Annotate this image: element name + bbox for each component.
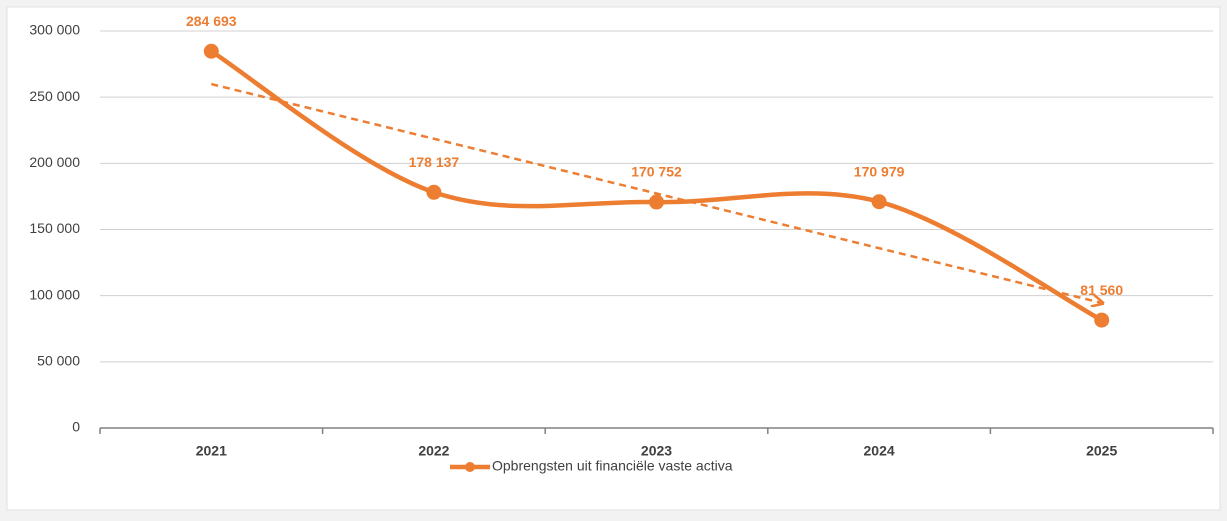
data-label: 170 979: [854, 163, 905, 179]
y-tick-label: 100 000: [29, 286, 80, 302]
y-tick-label: 150 000: [29, 220, 80, 236]
y-tick-label: 250 000: [29, 88, 80, 104]
point: [649, 194, 664, 210]
y-tick-label: 300 000: [29, 22, 80, 38]
legend-marker: [465, 462, 475, 472]
point: [871, 194, 887, 210]
data-label: 170 752: [631, 164, 682, 180]
data-label: 81 560: [1080, 282, 1123, 298]
y-tick-label: 200 000: [29, 154, 80, 170]
y-tick-label: 0: [72, 419, 80, 435]
data-label: 284 693: [186, 13, 237, 29]
x-tick-label: 2023: [641, 443, 672, 459]
x-tick-label: 2021: [196, 443, 227, 459]
chart-area: [6, 6, 1221, 511]
y-tick-label: 50 000: [37, 353, 80, 369]
point: [1094, 312, 1110, 328]
point: [203, 43, 219, 59]
data-label: 178 137: [409, 154, 460, 170]
x-tick-label: 2025: [1086, 443, 1117, 459]
legend-label: Opbrengsten uit financiële vaste activa: [492, 458, 733, 474]
point: [426, 184, 442, 200]
x-tick-label: 2024: [864, 443, 895, 459]
x-tick-label: 2022: [418, 443, 449, 459]
trendline: [211, 82, 1101, 303]
